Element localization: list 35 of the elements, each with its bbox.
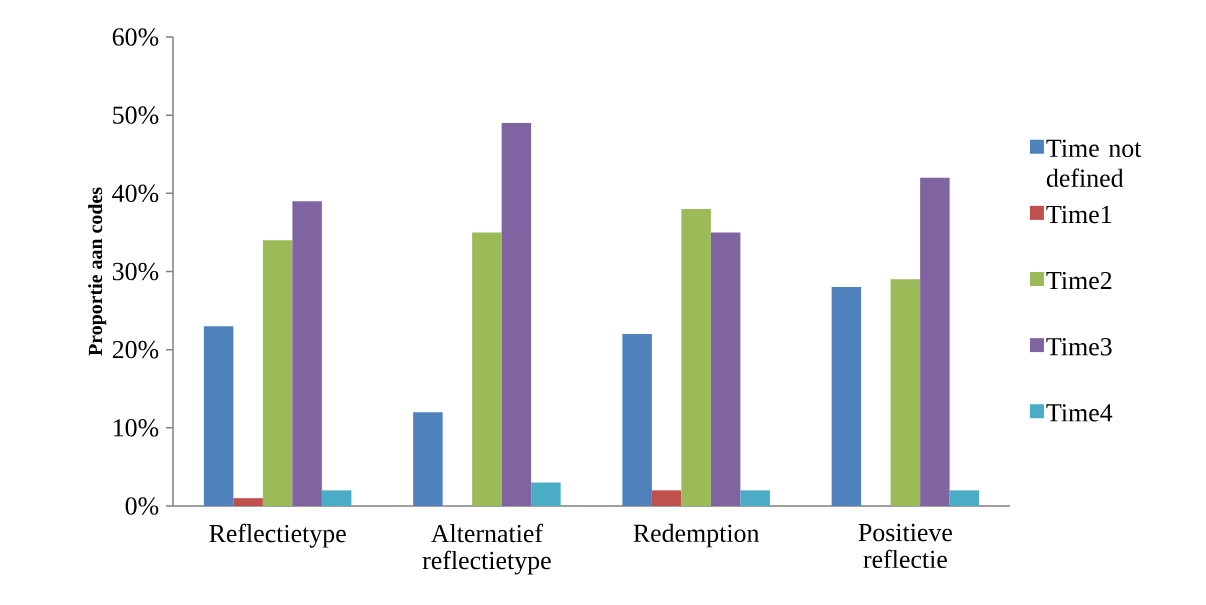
bar xyxy=(501,122,532,506)
x-tick-label: Redemption xyxy=(633,523,760,548)
legend-label: Time2 xyxy=(1046,271,1112,290)
y-tick-label: 30% xyxy=(112,262,159,281)
bar xyxy=(710,232,741,506)
bar xyxy=(233,498,263,506)
bar xyxy=(622,334,652,506)
legend-label: Time4 xyxy=(1046,404,1113,422)
bar xyxy=(262,240,293,506)
y-tick-label: 60% xyxy=(112,28,159,46)
y-axis-title: Proportie aan codes xyxy=(88,187,107,356)
bar xyxy=(413,412,443,506)
y-tick-label: 20% xyxy=(112,340,159,359)
bar xyxy=(321,490,352,506)
bar xyxy=(651,490,682,506)
x-tick-label: Positieve reflectie xyxy=(858,523,952,569)
y-tick-label: 10% xyxy=(113,419,159,437)
bar xyxy=(531,482,561,506)
bar xyxy=(472,232,502,506)
bar xyxy=(292,201,322,506)
bar xyxy=(890,279,921,506)
x-tick-label: Alternatief reflectietype xyxy=(422,523,551,575)
bar xyxy=(949,490,980,506)
legend-label: Time not defined xyxy=(1046,139,1142,187)
bar xyxy=(831,287,862,506)
legend-label: Time3 xyxy=(1046,338,1112,356)
x-tick-label: Reflectietype xyxy=(209,523,346,548)
bar xyxy=(203,326,234,506)
bar xyxy=(920,177,950,506)
y-tick-label: 40% xyxy=(112,184,159,203)
legend-label: Time1 xyxy=(1046,205,1112,224)
y-tick-label: 50% xyxy=(113,106,159,124)
bar xyxy=(681,208,711,506)
y-tick-label: 0% xyxy=(125,497,159,515)
bar xyxy=(740,490,770,506)
